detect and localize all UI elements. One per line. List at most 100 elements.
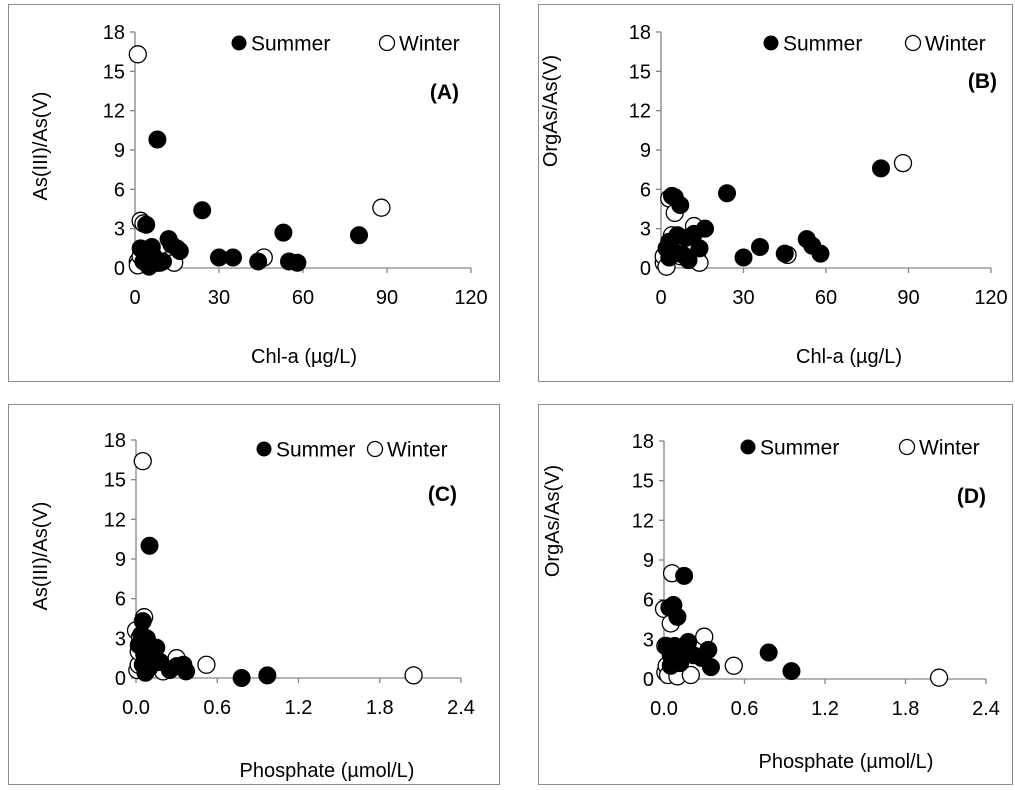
data-point-summer <box>137 215 156 234</box>
y-tick-label: 18 <box>104 430 126 452</box>
legend-marker-summer <box>740 439 756 455</box>
x-tick-label: 0.6 <box>731 698 759 720</box>
panel-label: (C) <box>428 483 457 506</box>
data-point-summer <box>775 244 794 263</box>
legend-marker-summer <box>763 35 779 51</box>
x-tick-label: 120 <box>974 287 1007 309</box>
x-tick-label: 90 <box>897 287 919 309</box>
data-point-winter <box>681 665 700 685</box>
y-axis-title: As(III)/As(V) <box>30 92 52 201</box>
y-tick-label: 0 <box>640 258 651 280</box>
y-tick-label: 12 <box>103 101 125 123</box>
y-axis-title: OrgAs/As(V) <box>542 465 564 577</box>
y-tick-label: 3 <box>640 219 651 241</box>
y-tick-label: 15 <box>632 471 654 493</box>
data-point-winter <box>724 656 743 675</box>
x-tick-label: 0.0 <box>650 698 678 720</box>
data-point-summer <box>811 244 830 263</box>
data-point-winter <box>133 452 152 471</box>
x-tick-label: 0 <box>655 287 666 309</box>
x-tick-label: 2.4 <box>447 697 475 719</box>
x-tick-label: 60 <box>815 287 837 309</box>
data-point-summer <box>665 243 684 262</box>
data-point-summer <box>148 130 167 149</box>
x-tick-label: 30 <box>208 287 230 309</box>
y-tick-label: 18 <box>103 22 125 44</box>
data-point-summer <box>140 536 159 555</box>
legend-label-summer: Summer <box>276 439 355 462</box>
y-axis-title: As(III)/As(V) <box>30 502 52 611</box>
chart-svg-c: 0 3 6 9 12 15 18 0.0 0.6 1.2 1.8 2.4 Phosphate (µmol… <box>30 430 475 782</box>
x-tick-label: 2.4 <box>972 698 1000 720</box>
data-point-summer <box>661 656 680 675</box>
x-axis-title: Phosphate (µmol/L) <box>759 751 934 773</box>
data-point-summer <box>718 184 736 203</box>
y-tick-label: 9 <box>643 550 654 572</box>
legend-label-summer: Summer <box>760 437 839 460</box>
x-tick-label: 1.8 <box>892 698 920 720</box>
y-tick-label: 15 <box>104 470 126 492</box>
data-point-summer <box>751 238 769 257</box>
data-point-summer <box>699 640 718 659</box>
data-point-winter <box>197 655 216 674</box>
data-point-winter <box>404 666 423 685</box>
y-axis-title: OrgAs/As(V) <box>540 55 562 167</box>
y-tick-label: 6 <box>114 179 125 201</box>
y-tick-label: 12 <box>632 510 654 532</box>
chart-panel-b: 0 3 6 9 12 15 18 0 30 60 90 120 Chl-a (µg/L) OrgAs/As… <box>538 4 1013 382</box>
data-point-summer <box>690 239 709 258</box>
x-tick-label: 1.2 <box>811 698 839 720</box>
y-tick-label: 3 <box>115 628 126 650</box>
legend-label-summer: Summer <box>251 33 330 56</box>
legend-marker-winter <box>366 440 384 458</box>
y-tick-label: 15 <box>103 61 125 83</box>
y-tick-label: 18 <box>629 22 651 44</box>
y-tick-label: 18 <box>632 431 654 453</box>
x-axis-title: Phosphate (µmol/L) <box>240 760 415 782</box>
data-point-winter <box>128 45 147 64</box>
x-tick-label: 90 <box>376 287 398 309</box>
x-tick-label: 1.2 <box>285 697 313 719</box>
y-tick-label: 0 <box>114 258 125 280</box>
x-tick-label: 120 <box>454 287 487 309</box>
y-tick-label: 6 <box>640 179 651 201</box>
data-point-summer <box>671 643 690 662</box>
chart-panel-a: 0 3 6 9 12 15 18 0 30 60 90 120 Chl-a (µg/L) As(III)/… <box>8 4 500 382</box>
x-tick-label: 0 <box>129 287 140 309</box>
x-axis-title: Chl-a (µg/L) <box>251 346 357 368</box>
y-tick-label: 12 <box>104 509 126 531</box>
legend-marker-summer <box>231 35 247 51</box>
data-point-summer <box>133 612 152 631</box>
y-tick-label: 9 <box>115 549 126 571</box>
legend-label-winter: Winter <box>925 33 986 56</box>
x-tick-label: 30 <box>732 287 754 309</box>
panel-label: (A) <box>430 81 459 104</box>
data-point-summer <box>759 643 778 662</box>
y-tick-label: 12 <box>629 101 651 123</box>
legend-marker-summer <box>256 441 272 457</box>
y-tick-label: 9 <box>114 140 125 162</box>
y-tick-label: 6 <box>115 589 126 611</box>
x-tick-label: 1.8 <box>366 697 394 719</box>
legend-label-summer: Summer <box>783 33 862 56</box>
data-point-summer <box>675 566 694 585</box>
y-tick-label: 6 <box>643 590 654 612</box>
data-point-summer <box>170 241 189 260</box>
data-point-summer <box>142 238 161 257</box>
data-point-winter <box>929 668 949 687</box>
y-tick-label: 3 <box>114 219 125 241</box>
y-tick-label: 9 <box>640 140 651 162</box>
data-point-summer <box>258 666 277 685</box>
chart-panel-d: 0 3 6 9 12 15 18 0.0 0.6 1.2 1.8 2.4 Phosphate (µmol… <box>538 404 1013 785</box>
y-tick-label: 3 <box>643 629 654 651</box>
chart-svg-a: 0 3 6 9 12 15 18 0 30 60 90 120 Chl-a (µg/L) As(III)/… <box>30 22 488 368</box>
data-point-summer <box>734 248 753 267</box>
x-tick-label: 0.0 <box>122 697 150 719</box>
legend-marker-winter <box>904 34 922 52</box>
data-point-summer <box>701 658 720 677</box>
y-tick-label: 0 <box>643 669 654 691</box>
data-point-summer <box>274 223 293 242</box>
data-point-summer <box>671 196 690 215</box>
data-point-summer <box>288 253 307 272</box>
data-point-summer <box>140 658 159 677</box>
